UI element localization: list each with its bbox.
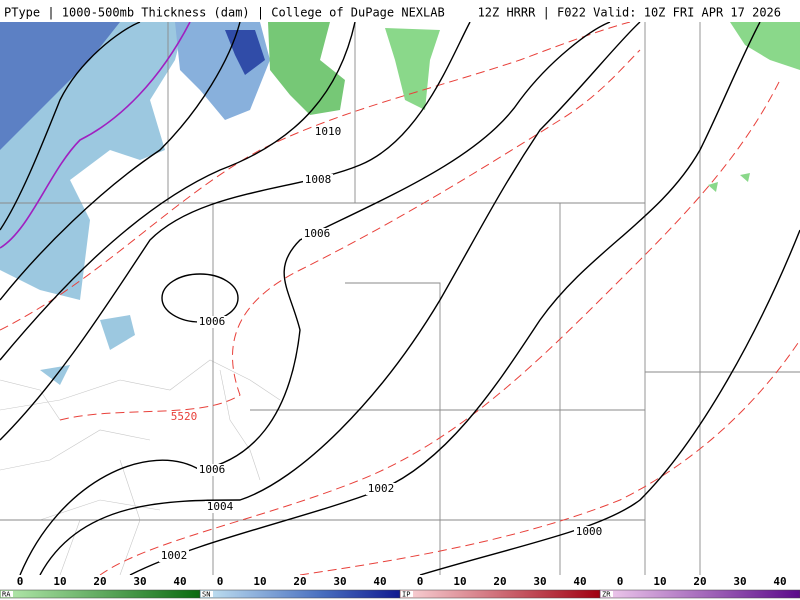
header-right: 12Z HRRR | F022 Valid: 10Z FRI APR 17 20…	[478, 6, 781, 20]
snow-heavy	[225, 30, 265, 75]
snow-area	[40, 315, 135, 385]
legend-tick-label: 10	[653, 575, 666, 588]
color-bar	[199, 589, 401, 599]
legend-tick-label: 20	[693, 575, 706, 588]
state-lines	[0, 22, 800, 575]
name-bg	[601, 591, 613, 597]
snow-heavy	[0, 22, 120, 150]
county-lines	[0, 359, 281, 575]
legend-tick-label: 30	[733, 575, 746, 588]
contour-label: 1008	[305, 173, 332, 186]
label-bg	[302, 228, 332, 240]
legend-tick-label: 0	[617, 575, 624, 588]
legend-tick-label: 20	[293, 575, 306, 588]
thickness-line	[99, 79, 781, 575]
name-bg	[1, 591, 13, 597]
isobar	[419, 229, 800, 575]
contour-label: 1010	[315, 125, 342, 138]
contour-label: 1002	[161, 549, 188, 562]
legend-tick-label: 0	[217, 575, 224, 588]
legend-tick-label: 20	[493, 575, 506, 588]
legend-tick-label: 10	[53, 575, 66, 588]
thickness-line	[299, 339, 800, 575]
legend-tick-label: 30	[533, 575, 546, 588]
ptype-name: RA	[2, 591, 11, 599]
contour-label: 1006	[199, 315, 226, 328]
map-area	[0, 22, 800, 575]
ptype-name: ZR	[602, 591, 611, 599]
legend-tick-label: 30	[133, 575, 146, 588]
contour-label: 1002	[368, 482, 395, 495]
ptype-name: IP	[402, 591, 410, 599]
thickness-line	[0, 22, 631, 331]
legend-tick-label: 0	[417, 575, 424, 588]
color-bar	[0, 589, 201, 599]
legend: RA 0 10 20 30 40 SN 0 10 20 30 40 IP 0 10 20 30 40 ZR 0 10 20…	[0, 575, 800, 599]
contour-label: 1000	[576, 525, 603, 538]
legend-tick-label: 10	[453, 575, 466, 588]
legend-tick-label: 0	[17, 575, 24, 588]
label-bg	[366, 483, 396, 495]
label-bg	[197, 316, 227, 328]
color-bar	[599, 589, 800, 599]
thickness-line	[59, 49, 641, 421]
contour-labels: 1010 1008 1006 1006 1006 1004 1002 1002 1000 5520	[159, 125, 604, 562]
contour-label: 1004	[207, 500, 234, 513]
label-bg	[169, 411, 199, 423]
isobar	[0, 22, 141, 231]
name-bg	[401, 591, 413, 597]
label-bg	[205, 501, 235, 513]
freezing-line	[0, 22, 191, 249]
legend-tick-label: 40	[773, 575, 786, 588]
legend-tick-label: 30	[333, 575, 346, 588]
isobar	[0, 22, 241, 301]
contour-label: 1006	[199, 463, 226, 476]
contour-label: 1006	[304, 227, 331, 240]
legend-tick-label: 20	[93, 575, 106, 588]
isobar	[0, 22, 356, 361]
rain-area	[708, 22, 800, 192]
legend-tick-label: 40	[573, 575, 586, 588]
label-bg	[313, 126, 343, 138]
isobar	[39, 22, 641, 575]
label-bg	[159, 550, 189, 562]
label-bg	[303, 174, 333, 186]
label-bg	[574, 526, 604, 538]
legend-tick-label: 40	[173, 575, 186, 588]
isobar	[129, 22, 761, 575]
color-bar	[399, 589, 601, 599]
isobar	[19, 22, 611, 575]
legend-tick-label: 40	[373, 575, 386, 588]
legend-tick-label: 10	[253, 575, 266, 588]
isobar	[0, 22, 471, 441]
header-left: PType | 1000-500mb Thickness (dam) | Col…	[4, 6, 445, 20]
label-bg	[197, 464, 227, 476]
contour-label: 5520	[171, 410, 198, 423]
ptype-name: SN	[202, 591, 210, 599]
name-bg	[201, 591, 213, 597]
